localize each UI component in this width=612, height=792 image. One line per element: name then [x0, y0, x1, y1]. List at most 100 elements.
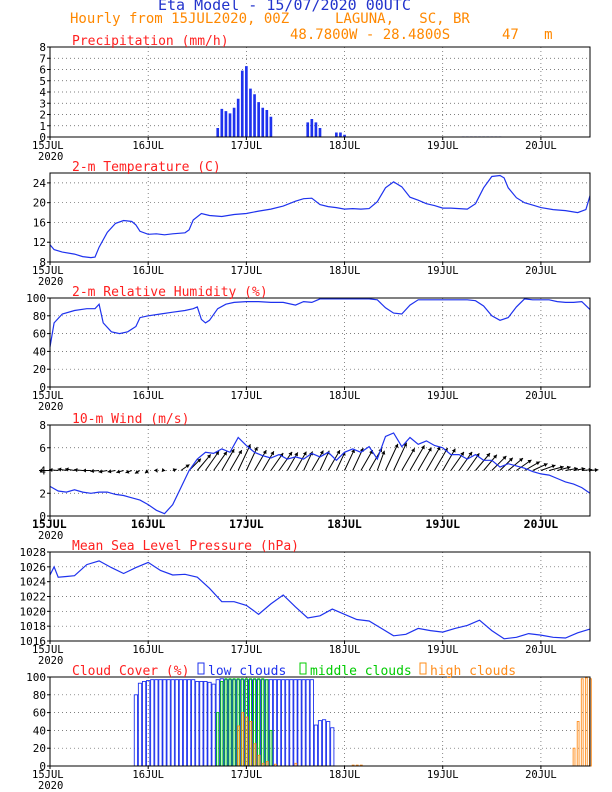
high-clouds-bar [576, 721, 580, 767]
wind-vector [196, 454, 212, 471]
wind-vector [442, 448, 456, 471]
legend-label: high clouds [430, 664, 516, 679]
wind-arrowhead [336, 450, 341, 455]
series-line [49, 298, 591, 348]
y-tick-label: 80 [33, 689, 46, 702]
wind-arrowhead [502, 455, 507, 460]
middle-clouds-bar [228, 678, 232, 767]
middle-clouds-bar [261, 678, 265, 767]
precip-bar [228, 113, 232, 137]
wind-arrowhead [559, 465, 564, 470]
y-tick-label: 1020 [20, 605, 47, 618]
wind-arrowhead [566, 465, 571, 470]
panel-title: 10-m Wind (m/s) [72, 412, 189, 427]
low-clouds-bar [199, 681, 204, 767]
legend-swatch [197, 662, 205, 675]
y-tick-label: 1024 [20, 576, 47, 589]
y-tick-label: 6 [39, 442, 46, 455]
low-clouds-bar [187, 679, 192, 767]
y-tick-label: 1026 [20, 561, 47, 574]
wind-arrowhead [125, 469, 130, 474]
plot-frame [49, 297, 591, 388]
x-year-label: 2020 [38, 655, 63, 667]
precip-bar [314, 122, 318, 137]
series-line [49, 174, 591, 259]
legend-swatch [419, 662, 427, 675]
low-clouds-bar [195, 681, 200, 767]
wind-arrowhead [302, 451, 307, 456]
wind-vector [409, 445, 425, 471]
y-tick-label: 4 [39, 86, 46, 99]
x-tick-label: 16JUL [131, 517, 166, 531]
y-tick-label: 1 [39, 120, 46, 133]
y-tick-label: 12 [33, 236, 46, 249]
wind-vector [344, 448, 355, 471]
wind-arrowhead [73, 467, 78, 473]
y-tick-label: 0 [39, 510, 46, 523]
panel-2: 8 12 16 20 24 15JUL 16JUL 17JUL 18JUL 19JUL 20JUL 2… [32, 160, 591, 288]
wind-arrowhead [185, 464, 190, 469]
high-clouds-bar [253, 743, 257, 767]
x-tick-label: 15JUL [32, 140, 64, 152]
wind-arrowhead [134, 469, 139, 474]
x-tick-label: 19JUL [427, 769, 459, 781]
wind-arrowhead [451, 448, 456, 453]
low-clouds-bar [309, 679, 314, 767]
plot-frame [49, 172, 591, 263]
y-tick-label: 0 [39, 381, 46, 394]
x-tick-label: 16JUL [132, 644, 164, 656]
wind-vector [483, 454, 498, 471]
high-clouds-bar [249, 721, 253, 767]
high-clouds-bar [265, 761, 269, 767]
x-tick-label: 16JUL [132, 265, 164, 277]
y-tick-label: 100 [26, 292, 46, 305]
precip-bar [216, 128, 220, 137]
wind-arrowhead [493, 454, 497, 459]
wind-vector [393, 442, 408, 471]
low-clouds-bar [158, 679, 163, 767]
middle-clouds-bar [216, 712, 220, 767]
wind-arrowhead [153, 468, 158, 473]
location-elevation: 47 m [502, 27, 553, 43]
middle-clouds-bar [224, 678, 228, 767]
series-line [49, 560, 591, 640]
wind-vector [425, 446, 441, 471]
wind-arrowhead [411, 448, 415, 453]
precip-bar [318, 128, 322, 137]
wind-arrowhead [107, 469, 112, 474]
x-tick-label: 19JUL [427, 390, 459, 402]
y-tick-label: 8 [39, 256, 46, 269]
wind-vector [229, 449, 243, 471]
wind-arrowhead [508, 457, 513, 462]
x-tick-label: 17JUL [231, 265, 263, 277]
wind-vector [213, 451, 228, 471]
wind-arrowhead [172, 468, 177, 473]
x-year-label: 2020 [38, 401, 63, 413]
low-clouds-bar [211, 683, 216, 767]
low-clouds-bar [322, 719, 327, 767]
wind-arrowhead [381, 450, 386, 455]
wind-vector [221, 448, 235, 471]
high-clouds-bar [580, 678, 584, 767]
x-year-label: 2020 [38, 276, 63, 288]
y-tick-label: 1028 [20, 546, 47, 559]
precip-bar [220, 108, 224, 137]
x-tick-label: 19JUL [427, 644, 459, 656]
wind-vector [385, 443, 399, 471]
forecast-subtitle: Hourly from 15JUL2020, 00Z [70, 11, 290, 27]
panel-3: 0 20 40 60 80 100 15JUL 16JUL 17JUL 18JUL 19JUL 20J… [26, 285, 591, 413]
wind-arrowhead [288, 451, 293, 456]
y-tick-label: 20 [33, 363, 46, 376]
high-clouds-bar [237, 725, 240, 767]
wind-arrowhead [468, 451, 473, 456]
wind-arrowhead [82, 468, 86, 473]
x-tick-label: 17JUL [229, 517, 264, 531]
high-clouds-bar [245, 716, 249, 767]
low-clouds-bar [285, 679, 290, 767]
wind-vector [475, 452, 491, 471]
y-tick-label: 1018 [20, 620, 47, 633]
wind-arrowhead [230, 449, 235, 454]
precip-bar [339, 132, 342, 137]
legend-label: low clouds [208, 664, 286, 679]
precip-bar [232, 107, 236, 137]
